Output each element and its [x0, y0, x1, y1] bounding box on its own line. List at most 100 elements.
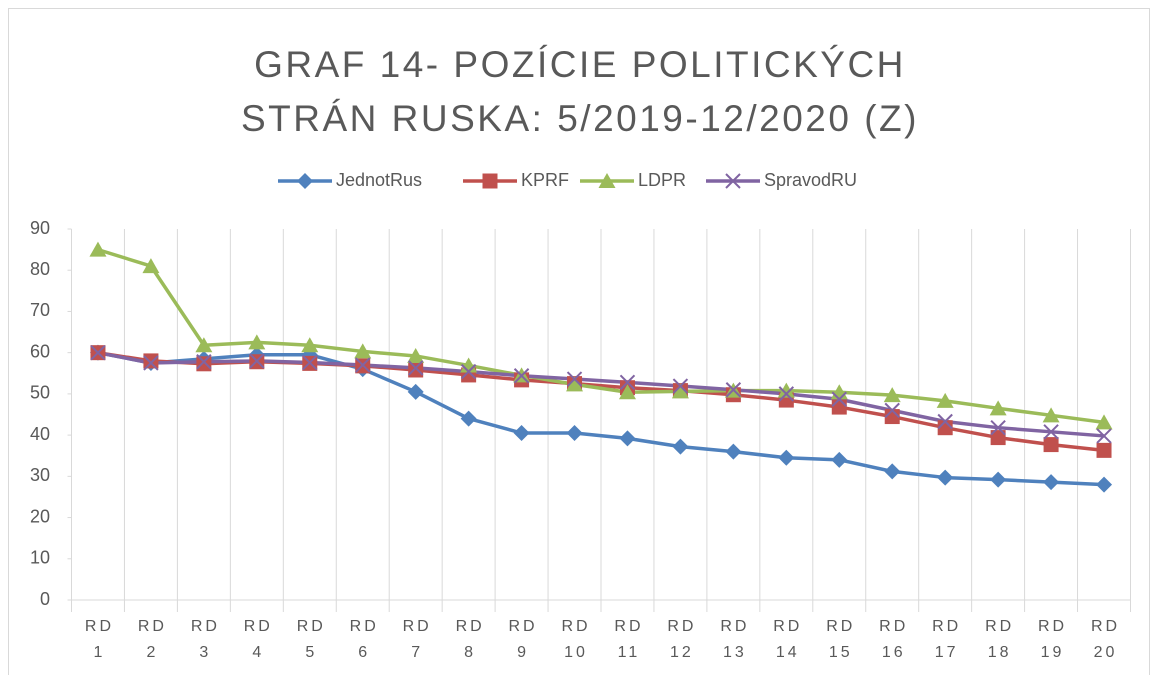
- x-tick-label: RD 12: [667, 618, 697, 661]
- y-tick-label: 0: [40, 589, 50, 609]
- marker: [90, 344, 106, 361]
- marker: [619, 374, 636, 391]
- marker: [1043, 437, 1059, 453]
- marker: [142, 258, 160, 274]
- y-tick-label: 10: [30, 548, 50, 568]
- marker: [407, 383, 424, 400]
- marker: [990, 430, 1006, 446]
- marker: [196, 354, 212, 370]
- legend-marker: [482, 173, 498, 189]
- marker: [513, 425, 530, 442]
- legend-marker: [725, 173, 741, 189]
- x-tick-label: RD 11: [614, 618, 644, 661]
- x-tick-label: RD 4: [243, 618, 273, 661]
- marker: [1043, 474, 1060, 491]
- marker: [143, 355, 159, 371]
- chart-title: GRAF 14- POZÍCIE POLITICKÝCH STRÁN RUSKA…: [241, 44, 919, 139]
- marker: [1096, 428, 1112, 444]
- y-tick-label: 90: [30, 218, 50, 238]
- x-tick-label: RD 3: [190, 618, 220, 661]
- marker: [566, 425, 583, 442]
- marker: [883, 387, 901, 403]
- marker: [460, 410, 477, 427]
- y-tick-label: 60: [30, 341, 50, 361]
- marker: [249, 353, 265, 369]
- marker: [831, 391, 847, 407]
- legend-marker: [598, 173, 616, 188]
- x-tick-label: RD 18: [985, 618, 1015, 661]
- legend-label: JednotRus: [336, 170, 422, 190]
- x-tick-label: RD 14: [773, 618, 803, 661]
- marker: [407, 347, 425, 363]
- marker: [778, 449, 795, 466]
- marker: [460, 363, 477, 380]
- marker: [725, 382, 742, 398]
- marker: [778, 386, 795, 402]
- y-tick-label: 30: [30, 465, 50, 485]
- x-tick-label: RD 8: [455, 618, 485, 661]
- marker: [831, 451, 848, 468]
- marker: [1095, 414, 1113, 430]
- legend-label: KPRF: [521, 170, 569, 190]
- marker: [937, 413, 953, 430]
- marker: [513, 368, 530, 384]
- y-tick-label: 40: [30, 424, 50, 444]
- marker: [831, 399, 847, 415]
- series-line: [97, 350, 1105, 487]
- marker: [89, 241, 107, 257]
- x-tick-label: RD 7: [402, 618, 432, 661]
- x-tick-label: RD 10: [561, 618, 591, 661]
- marker: [355, 357, 371, 373]
- marker: [777, 382, 795, 398]
- marker: [989, 400, 1007, 416]
- marker: [354, 343, 372, 359]
- x-tick-label: RD 17: [932, 618, 962, 661]
- marker: [990, 471, 1007, 488]
- marker: [566, 371, 583, 387]
- marker: [408, 362, 424, 378]
- x-tick-label: RD 9: [508, 618, 538, 661]
- marker: [407, 360, 424, 376]
- marker: [672, 378, 689, 394]
- x-tick-label: RD 6: [349, 618, 379, 661]
- legend-label: LDPR: [638, 170, 686, 190]
- series-line: [97, 247, 1105, 425]
- marker: [936, 392, 954, 408]
- marker: [566, 376, 584, 392]
- legend-marker: [297, 173, 313, 189]
- marker: [248, 334, 266, 350]
- x-tick-label: RD 1: [84, 618, 115, 661]
- marker: [1096, 442, 1112, 458]
- marker: [619, 430, 636, 447]
- marker: [618, 384, 636, 400]
- y-tick-label: 50: [30, 383, 50, 403]
- y-tick-label: 70: [30, 300, 50, 320]
- legend-label: SpravodRU: [764, 170, 857, 190]
- marker: [990, 419, 1006, 436]
- marker: [302, 354, 318, 371]
- y-tick-label: 20: [30, 506, 50, 526]
- marker: [671, 383, 689, 399]
- x-tick-label: RD 5: [296, 618, 326, 661]
- marker: [1043, 424, 1059, 440]
- series-line: [97, 350, 1105, 438]
- marker: [143, 353, 159, 369]
- marker: [1042, 407, 1060, 423]
- marker: [195, 337, 213, 353]
- x-tick-label: RD 2: [137, 618, 167, 661]
- marker: [725, 443, 742, 460]
- x-tick-label: RD 20: [1090, 618, 1121, 661]
- chart-border: [8, 8, 1150, 675]
- x-tick-label: RD 13: [720, 618, 750, 661]
- marker: [196, 356, 212, 372]
- marker: [884, 402, 900, 419]
- marker: [1096, 476, 1113, 493]
- marker: [301, 337, 319, 353]
- marker: [884, 463, 901, 480]
- marker: [672, 438, 689, 455]
- x-tick-label: RD 16: [879, 618, 909, 661]
- marker: [937, 469, 954, 486]
- x-tick-label: RD 15: [826, 618, 856, 661]
